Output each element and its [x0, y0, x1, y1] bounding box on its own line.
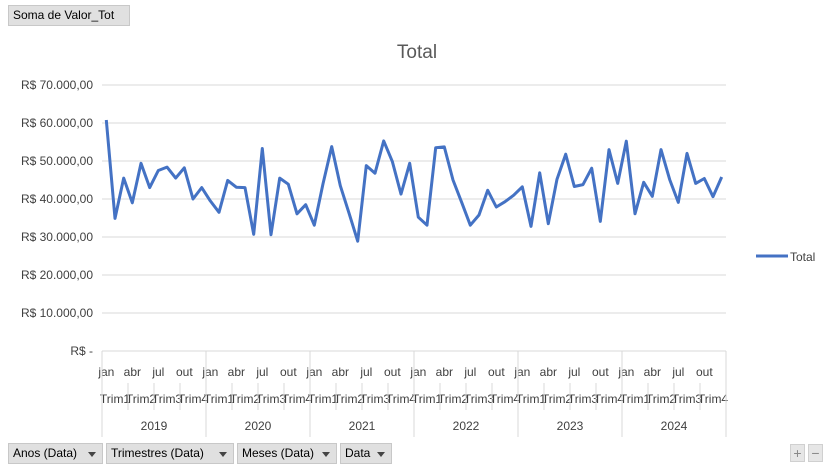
filter-months-label: Meses (Data) — [242, 446, 315, 460]
y-tick-label: R$ 70.000,00 — [21, 78, 93, 92]
x-month-label: jan — [305, 365, 322, 379]
chevron-down-icon — [322, 452, 330, 457]
filter-quarters-label: Trimestres (Data) — [111, 446, 204, 460]
y-tick-label: R$ 60.000,00 — [21, 116, 93, 130]
x-month-label: abr — [436, 365, 453, 379]
x-month-label: out — [176, 365, 193, 379]
legend: Total — [756, 250, 815, 264]
filter-years-label: Anos (Data) — [13, 446, 78, 460]
x-quarter-label: Trim2 — [438, 392, 469, 406]
x-month-label: jan — [409, 365, 426, 379]
y-tick-label: R$ 20.000,00 — [21, 268, 93, 282]
y-tick-label: R$ 50.000,00 — [21, 154, 93, 168]
x-quarter-label: Trim1 — [204, 392, 235, 406]
series-line-total — [104, 119, 724, 243]
x-year-label: 2021 — [349, 419, 376, 433]
x-quarter-label: Trim1 — [516, 392, 547, 406]
series-group — [104, 119, 724, 243]
x-month-label: abr — [540, 365, 557, 379]
x-quarter-label: Trim2 — [230, 392, 261, 406]
y-tick-label: R$ 40.000,00 — [21, 192, 93, 206]
x-quarter-label: Trim4 — [282, 392, 313, 406]
x-month-label: abr — [332, 365, 349, 379]
x-month-label: jul — [255, 365, 268, 379]
x-year-label: 2023 — [557, 419, 584, 433]
y-axis-ticks: R$ - R$ 10.000,00 R$ 20.000,00 R$ 30.000,00… — [21, 78, 93, 358]
x-month-label: jul — [671, 365, 684, 379]
x-month-label: abr — [644, 365, 661, 379]
x-quarter-label: Trim2 — [334, 392, 365, 406]
x-quarter-label: Trim4 — [490, 392, 521, 406]
x-month-label: jan — [97, 365, 114, 379]
x-quarter-label: Trim2 — [646, 392, 677, 406]
x-quarter-label: Trim4 — [698, 392, 729, 406]
x-quarter-label: Trim4 — [594, 392, 625, 406]
filter-bar: Anos (Data) Trimestres (Data) Meses (Dat… — [8, 443, 395, 464]
x-year-label: 2020 — [245, 419, 272, 433]
value-field-button[interactable]: Soma de Valor_Tot — [8, 5, 130, 26]
x-axis: jan abr jul out jan abr jul out jan abr jul out jan a… — [97, 351, 728, 437]
y-tick-label: R$ - — [70, 344, 93, 358]
x-year-label: 2024 — [661, 419, 688, 433]
chevron-down-icon — [88, 452, 96, 457]
x-quarter-label: Trim4 — [178, 392, 209, 406]
x-quarter-label: Trim2 — [542, 392, 573, 406]
filter-months-button[interactable]: Meses (Data) — [237, 443, 337, 464]
x-quarter-label: Trim3 — [152, 392, 183, 406]
x-year-label: 2022 — [453, 419, 480, 433]
x-quarter-label: Trim2 — [126, 392, 157, 406]
x-year-label: 2019 — [141, 419, 168, 433]
x-month-label: out — [280, 365, 297, 379]
filter-date-button[interactable]: Data — [340, 443, 392, 464]
x-quarter-label: Trim3 — [360, 392, 391, 406]
x-month-label: abr — [228, 365, 245, 379]
x-quarter-label: Trim4 — [386, 392, 417, 406]
x-quarter-label: Trim3 — [672, 392, 703, 406]
x-month-label: jan — [513, 365, 530, 379]
x-quarter-label: Trim1 — [308, 392, 339, 406]
x-month-label: out — [592, 365, 609, 379]
x-month-label: out — [696, 365, 713, 379]
x-quarter-label: Trim1 — [620, 392, 651, 406]
legend-label-total: Total — [790, 250, 815, 264]
chevron-down-icon — [219, 452, 227, 457]
x-month-label: jan — [617, 365, 634, 379]
x-quarter-label: Trim1 — [100, 392, 131, 406]
filter-years-button[interactable]: Anos (Data) — [8, 443, 103, 464]
filter-date-label: Data — [345, 446, 371, 460]
x-month-label: jul — [359, 365, 372, 379]
x-month-label: abr — [124, 365, 141, 379]
chevron-down-icon — [377, 452, 385, 457]
x-month-label: jul — [151, 365, 164, 379]
x-month-label: jul — [463, 365, 476, 379]
x-month-label: out — [488, 365, 505, 379]
y-tick-label: R$ 10.000,00 — [21, 306, 93, 320]
x-quarter-label: Trim3 — [464, 392, 495, 406]
y-tick-label: R$ 30.000,00 — [21, 230, 93, 244]
x-month-label: jul — [567, 365, 580, 379]
x-month-label: out — [384, 365, 401, 379]
x-quarter-label: Trim3 — [256, 392, 287, 406]
collapse-button[interactable]: − — [808, 444, 823, 462]
gridlines — [102, 84, 726, 352]
x-quarter-label: Trim3 — [568, 392, 599, 406]
x-quarter-label: Trim1 — [412, 392, 443, 406]
x-month-label: jan — [201, 365, 218, 379]
chart-title: Total — [397, 42, 437, 63]
filter-quarters-button[interactable]: Trimestres (Data) — [106, 443, 234, 464]
expand-button[interactable]: + — [790, 444, 805, 462]
